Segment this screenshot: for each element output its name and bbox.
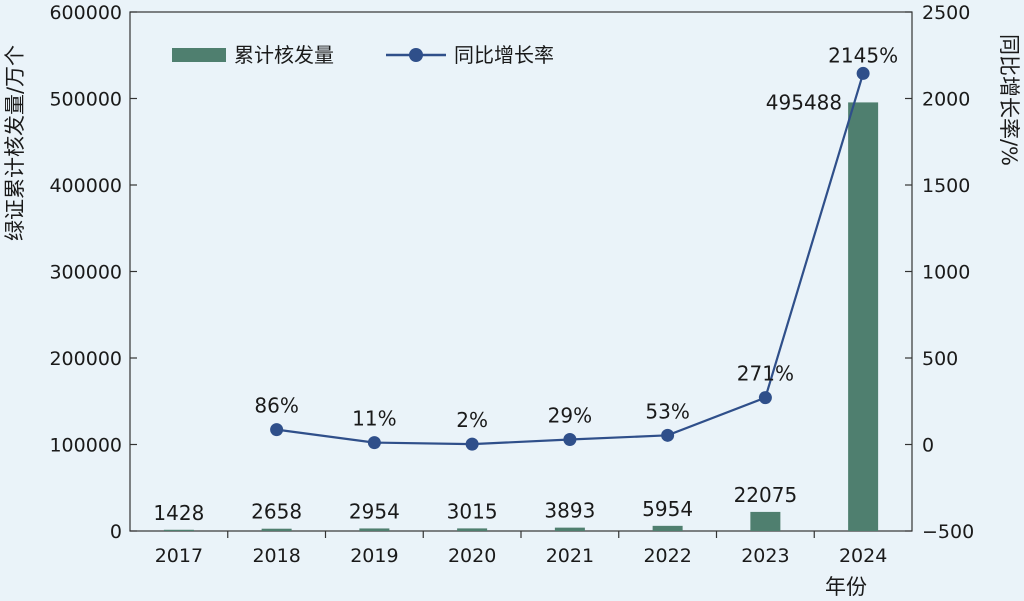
x-tick-label: 2021 xyxy=(546,545,594,567)
growth-rate-label: 271% xyxy=(737,362,794,386)
y-right-tick-label: 1000 xyxy=(922,262,970,284)
growth-rate-point xyxy=(563,432,577,446)
legend-bar-swatch xyxy=(172,48,226,62)
growth-rate-line xyxy=(276,73,865,446)
growth-rate-point xyxy=(661,428,675,442)
legend: 累计核发量 同比增长率 xyxy=(172,43,554,67)
x-tick-label: 2022 xyxy=(643,545,691,567)
growth-rate-point xyxy=(465,437,479,451)
x-tick-label: 2019 xyxy=(350,545,398,567)
bar xyxy=(554,527,585,531)
x-axis-title: 年份 xyxy=(825,575,867,599)
growth-rate-label: 86% xyxy=(254,394,298,418)
growth-rate-label: 2145% xyxy=(828,43,898,67)
y-right-tick-label: −500 xyxy=(922,521,974,543)
y-left-tick-label: 400000 xyxy=(49,175,122,197)
bar-value-label: 22075 xyxy=(734,483,798,507)
y-left-tick-label: 500000 xyxy=(49,89,122,111)
x-tick-label: 2020 xyxy=(448,545,496,567)
x-tick-label: 2017 xyxy=(155,545,203,567)
growth-rate-point xyxy=(856,66,870,80)
y-left-tick-label: 300000 xyxy=(49,262,122,284)
growth-rate-label: 11% xyxy=(352,407,396,431)
y-left-tick-label: 0 xyxy=(110,521,122,543)
y-left-tick-label: 200000 xyxy=(49,348,122,370)
bar-value-label: 3015 xyxy=(447,499,498,523)
axes: 0 100000 200000 300000 400000 500000 600000 −50… xyxy=(49,2,974,567)
bar xyxy=(750,511,781,531)
bar xyxy=(163,529,194,531)
line-series xyxy=(270,66,870,451)
y-axis-left-title: 绿证累计核发量/万个 xyxy=(3,45,27,241)
legend-line-marker xyxy=(409,48,423,62)
y-right-tick-label: 1500 xyxy=(922,175,970,197)
y-axis-right-title: 同比增长率/% xyxy=(997,34,1021,166)
y-right-tick-label: 2500 xyxy=(922,2,970,24)
bar-value-label: 1428 xyxy=(153,501,204,525)
x-tick-label: 2018 xyxy=(252,545,300,567)
growth-rate-label: 2% xyxy=(456,408,488,432)
y-left-tick-label: 600000 xyxy=(49,2,122,24)
bar-value-label: 3893 xyxy=(544,499,595,523)
growth-rate-point xyxy=(270,423,284,437)
bar-series xyxy=(163,102,879,531)
bar xyxy=(652,525,683,531)
y-left-tick-label: 100000 xyxy=(49,435,122,457)
bar xyxy=(261,528,292,531)
x-tick-label: 2023 xyxy=(741,545,789,567)
bar-value-label: 495488 xyxy=(766,90,842,114)
bar xyxy=(457,528,488,531)
growth-rate-label: 29% xyxy=(548,403,592,427)
bar-value-label: 2954 xyxy=(349,499,400,523)
bar xyxy=(848,102,879,531)
y-right-tick-label: 2000 xyxy=(922,89,970,111)
y-right-tick-label: 500 xyxy=(922,348,958,370)
legend-line-label: 同比增长率 xyxy=(454,43,554,67)
bar-value-label: 2658 xyxy=(251,500,302,524)
data-labels: 1428 2658 2954 3015 3893 5954 22075 495488 86% 11… xyxy=(153,43,898,524)
bar xyxy=(359,528,390,531)
growth-rate-point xyxy=(367,436,381,450)
growth-rate-label: 53% xyxy=(645,399,689,423)
x-tick-label: 2024 xyxy=(839,545,887,567)
legend-bar-label: 累计核发量 xyxy=(234,43,334,67)
bar-value-label: 5954 xyxy=(642,497,693,521)
y-right-tick-label: 0 xyxy=(922,435,934,457)
growth-rate-point xyxy=(758,391,772,405)
